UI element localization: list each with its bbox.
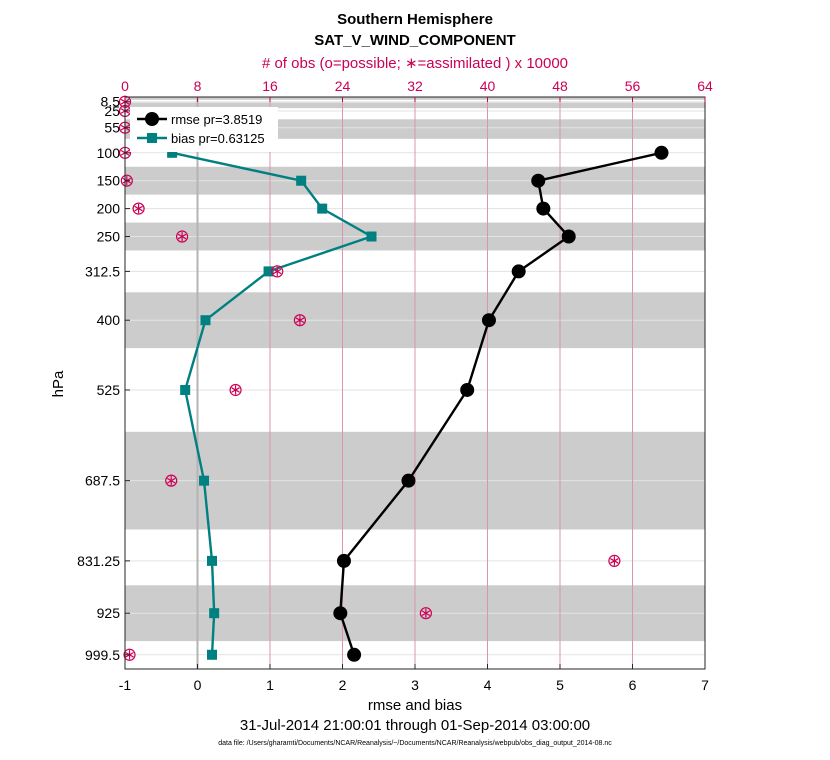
obs-possible-marker [608,554,621,567]
y-tick-label: 312.5 [85,263,120,279]
bias-point [366,231,377,242]
legend-bias-label: bias pr=0.63125 [171,131,265,146]
rmse-point [481,313,496,328]
bias-point [167,147,178,158]
obs-assimilated-marker [272,266,282,276]
data-file: data file: /Users/gharamti/Documents/NCA… [218,740,612,747]
x-tick-label: 7 [701,677,709,693]
x-axis-label: rmse and bias [368,697,462,714]
chart-title: Southern Hemisphere [337,11,493,28]
rmse-point [460,382,475,397]
x-tick-label: -1 [119,677,132,693]
obs-possible-marker [229,383,242,397]
date-range: 31-Jul-2014 21:00:01 through 01-Sep-2014… [240,717,590,734]
rmse-point [511,264,526,279]
x-tick-label: 4 [484,677,492,693]
y-tick-label: 831.25 [77,553,120,569]
y-tick-label: 250 [97,229,121,245]
obs-assimilated-marker [295,315,305,325]
obs-assimilated-marker [610,556,619,566]
obs-possible-marker [165,474,178,487]
bias-point [199,475,210,486]
top-tick-label: 0 [121,78,129,94]
bias-point [207,555,217,566]
legend: rmse pr=3.8519 bias pr=0.63125 [130,107,278,152]
rmse-point [333,606,348,621]
x-tick-label: 2 [339,677,347,693]
rmse-point [654,145,669,160]
rmse-point [347,647,362,662]
top-tick-label: 64 [697,78,713,94]
top-tick-label: 32 [407,78,423,94]
bias-point [207,649,217,660]
obs-possible-marker [120,174,133,187]
bias-point [180,384,191,395]
y-tick-label: 400 [97,312,121,328]
obs-possible-marker [175,230,189,243]
chart-subtitle: SAT_V_WIND_COMPONENT [314,32,515,49]
bias-point [209,608,220,619]
series-layer [167,145,669,662]
x-tick-label: 6 [629,677,637,693]
y-tick-label: 25 [104,103,120,119]
top-tick-label: 24 [335,78,351,94]
y-tick-label: 55 [104,120,120,136]
top-tick-label: 56 [625,78,641,94]
legend-bias-marker [147,133,157,143]
rmse-point [531,173,546,188]
x-ticks: -1 0 1 2 3 4 5 6 7 [119,664,709,693]
legend-rmse-label: rmse pr=3.8519 [171,112,262,127]
rmse-point [561,229,576,244]
y-tick-label: 687.5 [85,473,120,489]
x-tick-label: 1 [266,677,274,693]
top-tick-label: 48 [552,78,568,94]
obs-assimilated-marker [421,608,431,618]
y-tick-label: 525 [97,382,121,398]
rmse-point [401,473,416,488]
y-tick-label: 925 [97,605,121,621]
y-tick-label: 999.5 [85,647,120,663]
obs-possible-marker [293,314,307,327]
legend-rmse-marker [145,112,159,126]
y-tick-label: 150 [97,173,121,189]
bias-point [200,315,211,326]
grid-lines [124,97,706,669]
x-tick-label: 0 [194,677,202,693]
rmse-point [536,201,551,216]
bias-point [296,175,307,186]
bias-point [263,266,274,277]
x-tick-label: 5 [556,677,564,693]
obs-possible-marker [419,607,432,620]
top-tick-label: 8 [194,78,202,94]
y-tick-label: 100 [97,145,121,161]
top-tick-label: 16 [262,78,278,94]
obs-possible-marker [271,265,284,278]
obs-assimilated-marker [177,231,187,242]
x-tick-label: 3 [411,677,419,693]
obs-possible-marker [123,648,136,661]
top-axis-label: # of obs (o=possible; ∗=assimilated ) x … [262,55,568,72]
top-tick-label: 40 [480,78,496,94]
obs-assimilated-marker [166,476,176,486]
obs-assimilated-marker [231,385,240,395]
obs-assimilated-marker [134,204,143,214]
y-axis-label: hPa [50,370,67,397]
rmse-point [336,553,351,568]
obs-possible-marker [132,202,145,215]
y-tick-label: 200 [97,201,121,217]
top-ticks: 0 8 16 24 32 40 48 56 64 [121,78,713,102]
y-tick-label: 8.5 [101,94,121,110]
bias-point [317,203,328,214]
